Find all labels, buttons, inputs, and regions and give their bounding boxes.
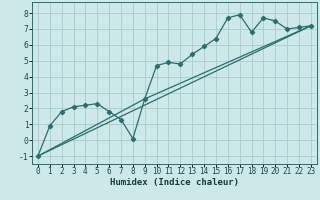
X-axis label: Humidex (Indice chaleur): Humidex (Indice chaleur) xyxy=(110,178,239,187)
